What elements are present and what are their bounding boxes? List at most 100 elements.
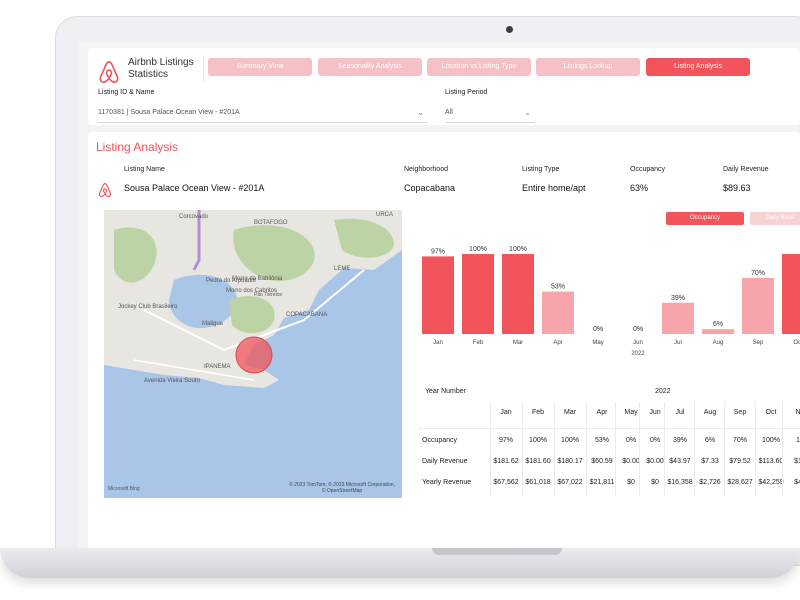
period-filter-label: Listing Period [445, 89, 488, 96]
table-grid-line [782, 402, 783, 496]
table-cell: $0.00 [622, 458, 640, 465]
daily-revenue-value: $89.63 [723, 183, 751, 193]
table-cell: $2,726 [699, 479, 721, 486]
table-column-header: Apr [596, 409, 608, 416]
map-label: URCA [376, 212, 393, 218]
table-cell: 53% [594, 437, 609, 444]
table-cell: 100% [561, 437, 579, 444]
table-column-header: Mar [563, 409, 577, 416]
laptop-base [0, 548, 800, 578]
map-label: Morro dos Cabritos [226, 288, 277, 294]
dashboard-screen: Airbnb Listings Statistics Summary View … [78, 42, 800, 550]
table-cell: 100% [762, 437, 780, 444]
table-grid-line [554, 402, 555, 496]
table-column-header: Oct [765, 409, 777, 416]
period-select-value: All [445, 109, 453, 116]
listing-select-value: 1170381 | Sousa Palace Ocean View - #201… [98, 109, 240, 116]
table-cell: 100% [529, 437, 547, 444]
map-label: Corcovado [179, 214, 209, 220]
chart-x-tick-label: Oct [793, 340, 800, 346]
map-label: IPANEMA [204, 364, 231, 370]
neighborhood-value: Copacabana [404, 183, 456, 193]
table-cell: $181.62 [493, 458, 519, 465]
table-column-header: Sep [733, 409, 747, 416]
period-select[interactable]: All ⌄ [445, 104, 535, 123]
table-cell: $61,018 [525, 479, 551, 486]
listing-name-value: Sousa Palace Ocean View - #201A [124, 183, 265, 193]
chart-x-tick-label: May [592, 340, 603, 346]
chart-data-label: 53% [551, 284, 565, 291]
chart-data-label: 0% [593, 326, 603, 333]
table-column-header: Feb [531, 409, 545, 416]
tab-summary-view[interactable]: Summary View [208, 58, 312, 76]
chart-data-label: 100% [509, 246, 527, 253]
daily-revenue-label: Daily Revenue [723, 166, 769, 173]
table-column-header: Jun [649, 409, 661, 416]
occupancy-bar-chart: 97% Jan 100% Feb 100% Mar 53% Apr 0% May 0% Jun 39% J… [422, 246, 800, 357]
table-cell: $113.60 [758, 458, 784, 465]
chart-data-label: 39% [671, 295, 685, 302]
chevron-down-icon: ⌄ [524, 108, 531, 117]
header-card: Airbnb Listings Statistics Summary View … [88, 48, 800, 125]
legend-occupancy-button[interactable]: Occupancy [666, 212, 744, 225]
occupancy-value: 63% [630, 183, 649, 193]
chart-bar-mar [502, 254, 534, 334]
table-cell: 6% [704, 437, 716, 444]
table-cell: $67,562 [493, 479, 519, 486]
chart-data-label: 100% [469, 246, 487, 253]
table-cell: $0.00 [646, 458, 664, 465]
chart-x-tick-label: Aug [713, 340, 724, 346]
legend-daily-revenue-button[interactable]: Daily Reve [750, 212, 800, 225]
map-brand: Microsoft Bing [108, 486, 140, 492]
chart-data-label: 0% [633, 326, 643, 333]
tab-listing-analysis[interactable]: Listing Analysis [646, 58, 750, 76]
table-cell: $21,811 [589, 479, 615, 486]
chart-data-label: 6% [713, 321, 723, 328]
table-cell: 70% [732, 437, 747, 444]
table-grid-line [694, 402, 695, 496]
chart-data-label: 70% [751, 270, 765, 277]
table-cell: $79.52 [729, 458, 751, 465]
table-cell: $7.33 [701, 458, 719, 465]
listing-select[interactable]: 1170381 | Sousa Palace Ocean View - #201… [98, 104, 428, 123]
table-cell: $181.60 [525, 458, 551, 465]
chart-x-group-label: 2022 [631, 351, 645, 357]
table-year-header: Year Number [425, 388, 466, 395]
map-label: BOTAFOGO [254, 220, 288, 226]
divider [203, 56, 204, 82]
map-label: COPACABANA [286, 312, 327, 318]
airbnb-logo-icon [98, 182, 112, 198]
table-grid-line [724, 402, 725, 496]
table-cell: $67,022 [557, 479, 583, 486]
chart-x-tick-label: Mar [513, 340, 523, 346]
table-grid-line [522, 402, 523, 496]
map-label: Avenida Vieira Souto [144, 378, 200, 384]
table-cell: 0% [625, 437, 637, 444]
table-cell: 97% [498, 437, 513, 444]
tab-location-vs-listing-type[interactable]: Location vs Listing Type [427, 58, 531, 76]
table-row-label: Occupancy [422, 437, 458, 444]
table-header-row: Jan Feb Mar Apr May Jun Jul Aug Sep Oct N [418, 404, 800, 422]
map-label: Pão Torrelos [254, 292, 282, 298]
tab-listings-lookup[interactable]: Listings Lookup [536, 58, 640, 76]
chart-bar-jul [662, 302, 694, 334]
airbnb-logo-icon [99, 61, 119, 84]
tab-seasonality-analysis[interactable]: Seasonality Analysis [318, 58, 422, 76]
camera-icon [506, 26, 513, 33]
table-divider [418, 428, 800, 429]
table-year-value: 2022 [655, 388, 671, 395]
table-cell: 1 [796, 437, 800, 444]
chart-bar-sep [742, 278, 774, 334]
table-grid-line [664, 402, 665, 496]
table-cell: 39% [672, 437, 687, 444]
table-grid-line [490, 402, 491, 496]
table-row: Yearly Revenue $67,562 $61,018 $67,022 $21,8… [418, 474, 800, 492]
chart-x-tick-label: Jan [433, 340, 443, 346]
table-column-header: Jan [500, 409, 512, 416]
table-grid-line [755, 402, 756, 496]
map-label: Maligue [202, 321, 224, 327]
table-cell: $42,259 [758, 479, 784, 486]
listing-name-label: Listing Name [124, 166, 165, 173]
chart-x-tick-label: Sep [753, 340, 764, 346]
location-map[interactable]: Corcovado BOTAFOGO URCA Pedra do Arpoado… [104, 210, 402, 498]
